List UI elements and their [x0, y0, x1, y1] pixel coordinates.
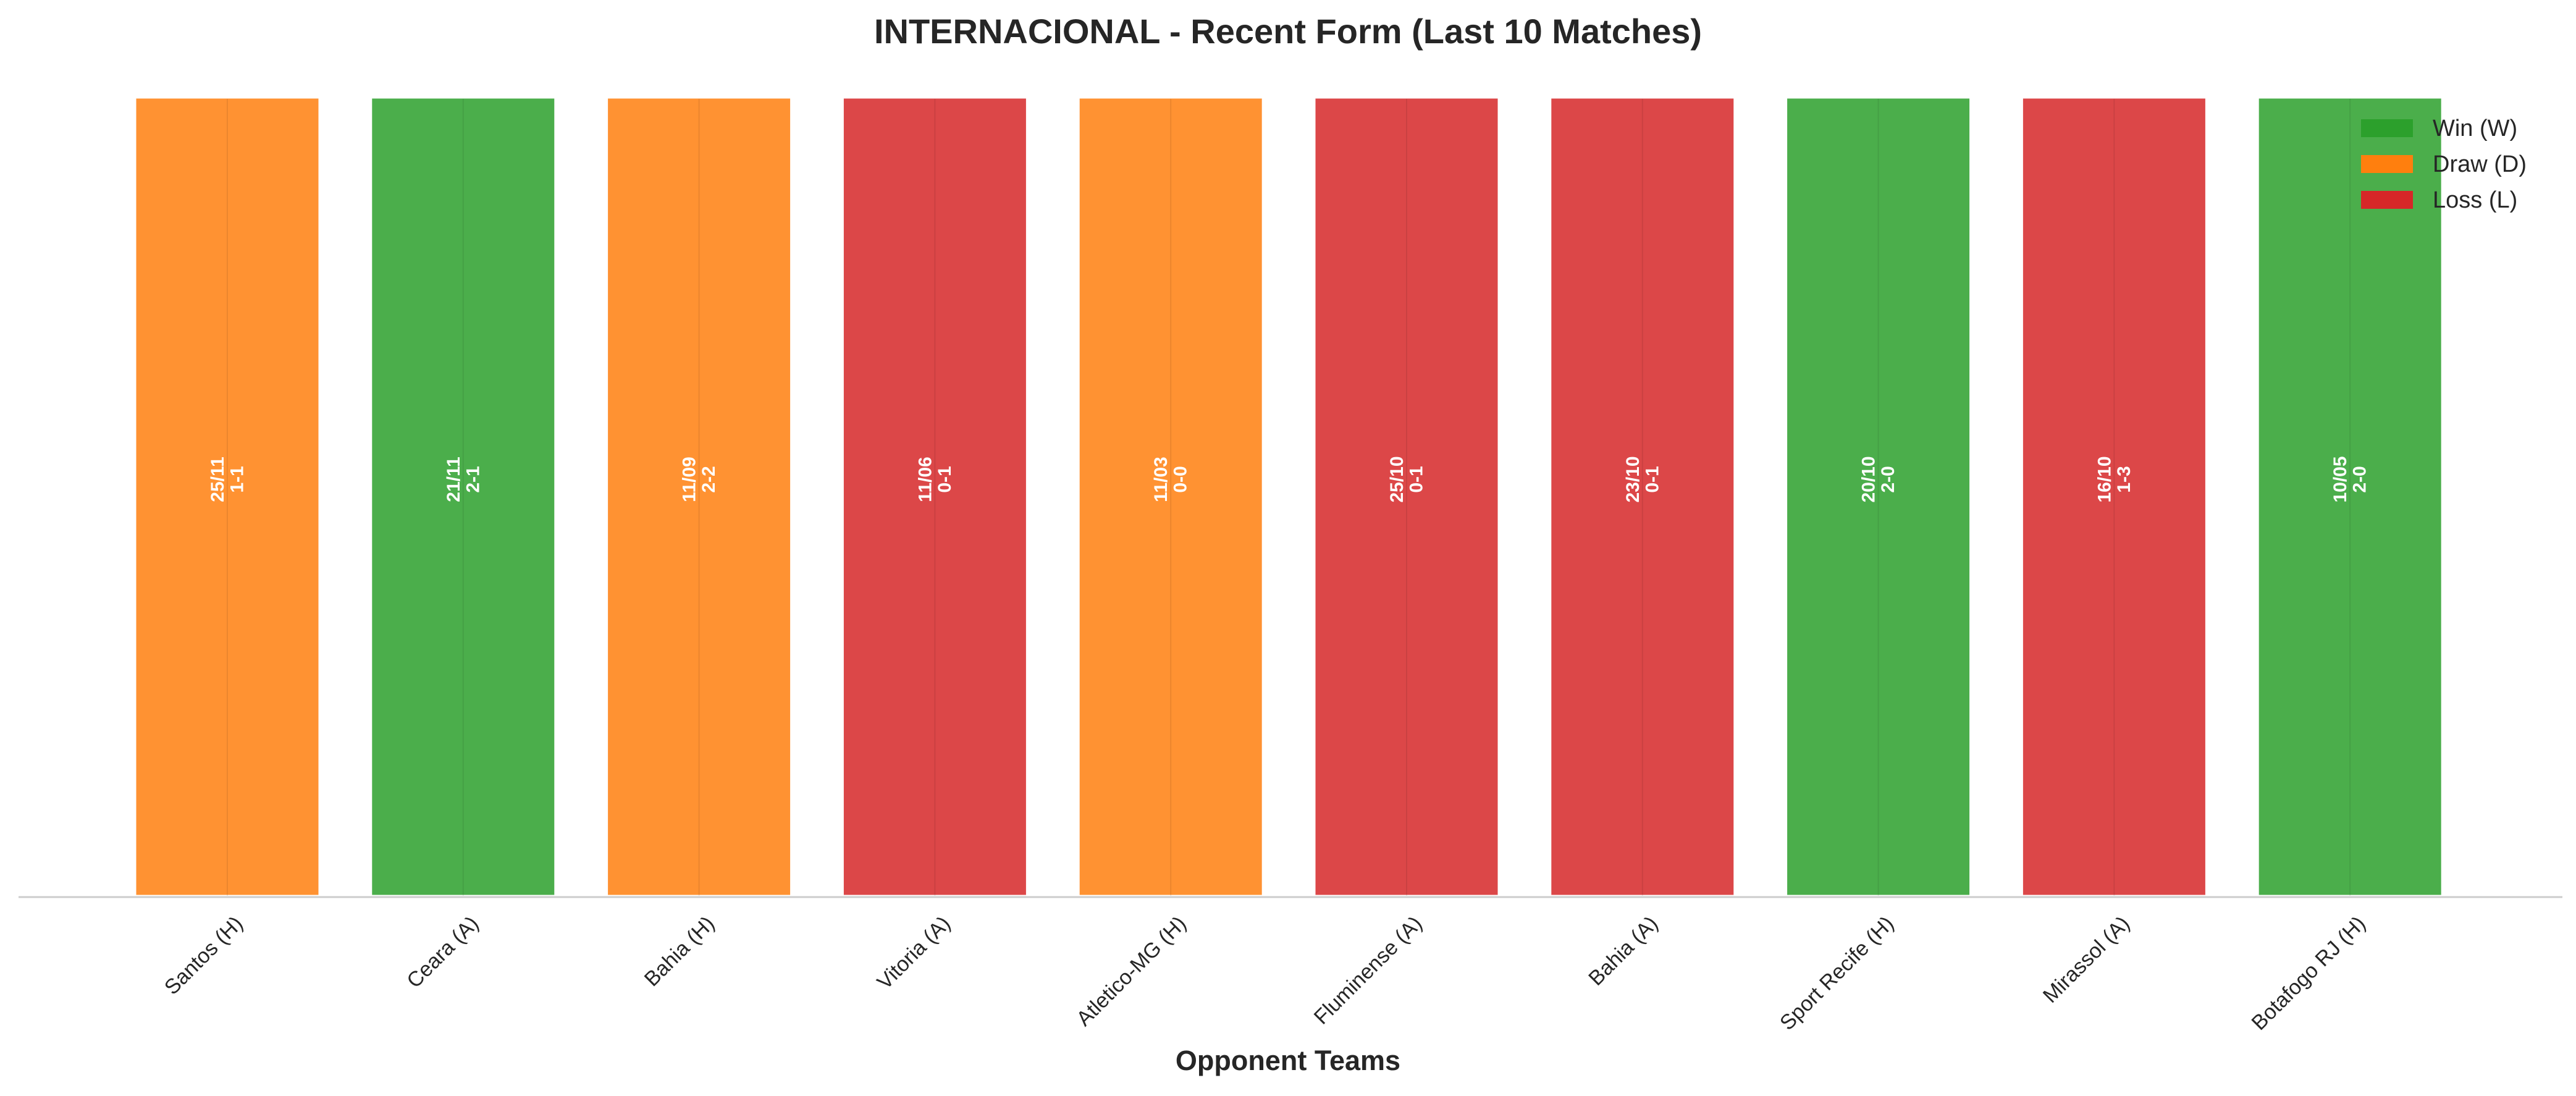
bar-date-label: 20/10	[1859, 456, 1879, 502]
bar-4	[1077, 96, 1264, 897]
legend-label-w: Win (W)	[2433, 116, 2517, 141]
bar-6	[1549, 96, 1736, 897]
bar-score-label: 2-0	[2350, 466, 2370, 492]
bar-score-label: 0-1	[1407, 466, 1427, 492]
bar-label-5: 25/100-1	[1387, 456, 1427, 502]
bar-score-label: 1-3	[2114, 466, 2134, 492]
bar-label-1: 21/112-1	[444, 457, 484, 502]
bar-5	[1313, 96, 1500, 897]
bar-0	[134, 96, 321, 897]
bar-score-label: 0-0	[1171, 466, 1191, 492]
bar-score-label: 2-0	[1878, 466, 1898, 492]
x-tick-label-0: Santos (H)	[160, 912, 248, 1000]
bar-date-label: 11/09	[680, 457, 700, 502]
bar-date-label: 10/05	[2330, 456, 2351, 502]
bar-label-3: 11/060-1	[915, 457, 955, 502]
bar-score-label: 2-1	[463, 466, 483, 492]
x-tick-label-9: Botafogo RJ (H)	[2247, 912, 2370, 1035]
x-tick-label-4: Atletico-MG (H)	[1072, 912, 1190, 1031]
legend-label-l: Loss (L)	[2433, 187, 2517, 213]
legend-swatch-l	[2361, 191, 2413, 209]
chart-title: INTERNACIONAL - Recent Form (Last 10 Mat…	[874, 12, 1702, 51]
bar-label-0: 25/111-1	[208, 457, 248, 502]
bar-8	[2021, 96, 2207, 897]
bar-date-label: 21/11	[444, 457, 464, 502]
bar-label-2: 11/092-2	[680, 457, 720, 502]
bar-label-4: 11/030-0	[1151, 457, 1191, 502]
bar-score-label: 2-2	[699, 466, 719, 492]
bar-score-label: 0-1	[1642, 466, 1662, 492]
x-tick-label-1: Ceara (A)	[402, 912, 483, 993]
legend: Win (W) Draw (D) Loss (L)	[2361, 116, 2527, 213]
x-tick-label-8: Mirassol (A)	[2039, 912, 2134, 1008]
bar-1	[370, 96, 557, 897]
bar-date-label: 25/10	[1387, 456, 1407, 502]
legend-swatch-w	[2361, 119, 2413, 137]
bar-date-label: 11/06	[915, 457, 935, 502]
bar-score-label: 1-1	[227, 466, 248, 492]
bar-label-8: 16/101-3	[2094, 456, 2134, 502]
bar-2	[606, 96, 793, 897]
bar-7	[1785, 96, 1972, 897]
legend-swatch-d	[2361, 155, 2413, 173]
bar-score-label: 0-1	[935, 466, 955, 492]
bars-layer: 25/111-1 21/112-1 11/092-2 11/060-1 11/030-0…	[134, 96, 2443, 897]
bar-label-6: 23/100-1	[1623, 456, 1663, 502]
x-tick-label-6: Bahia (A)	[1584, 912, 1662, 990]
legend-label-d: Draw (D)	[2433, 151, 2527, 177]
bar-date-label: 11/03	[1151, 457, 1171, 502]
bar-9	[2257, 96, 2443, 897]
x-tick-label-5: Fluminense (A)	[1310, 912, 1427, 1029]
x-tick-labels: Santos (H) Ceara (A) Bahia (H) Vitoria (A) A…	[160, 912, 2370, 1035]
bar-3	[841, 96, 1028, 897]
bar-label-9: 10/052-0	[2330, 456, 2370, 502]
x-tick-label-7: Sport Recife (H)	[1775, 912, 1898, 1035]
bar-label-7: 20/102-0	[1859, 456, 1899, 502]
bar-date-label: 23/10	[1623, 456, 1643, 502]
bar-date-label: 16/10	[2094, 456, 2115, 502]
bar-date-label: 25/11	[208, 457, 228, 502]
x-axis-label: Opponent Teams	[1176, 1045, 1400, 1076]
x-tick-label-2: Bahia (H)	[640, 912, 719, 991]
x-tick-label-3: Vitoria (A)	[873, 912, 955, 994]
